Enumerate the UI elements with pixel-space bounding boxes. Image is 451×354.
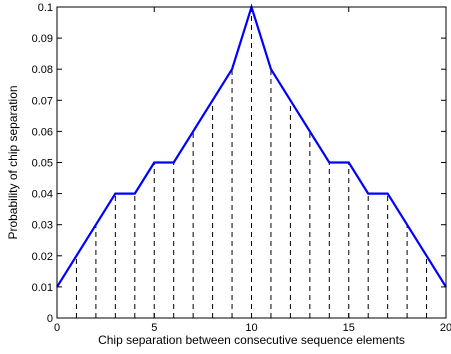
y-tick-label: 0.09 [32, 33, 53, 45]
y-tick-label: 0 [47, 313, 53, 325]
y-axis-label: Probability of chip separation [6, 85, 20, 239]
y-tick-label: 0.06 [32, 126, 53, 138]
y-tick-label: 0.08 [32, 64, 53, 76]
y-tick-label: 0.03 [32, 220, 53, 232]
x-tick-label: 10 [245, 322, 257, 334]
y-tick-label: 0.1 [38, 2, 53, 14]
x-tick-label: 5 [151, 322, 157, 334]
x-tick-label: 0 [54, 322, 60, 334]
x-tick-label: 15 [343, 322, 355, 334]
y-tick-label: 0.02 [32, 251, 53, 263]
y-tick-label: 0.07 [32, 95, 53, 107]
stem-lines [56, 7, 447, 318]
x-axis-label: Chip separation between consecutive sequ… [98, 333, 405, 347]
x-tick-label: 20 [440, 322, 451, 334]
y-tick-label: 0.05 [32, 158, 53, 170]
y-tick-label: 0.04 [32, 189, 53, 201]
y-axis-ticks: 0 0.01 0.02 0.03 0.04 0.05 0.06 0.07 0.08 0.09 0.1 [32, 2, 446, 325]
x-axis-ticks: 0 5 10 15 20 [54, 7, 451, 334]
y-tick-label: 0.01 [32, 282, 53, 294]
